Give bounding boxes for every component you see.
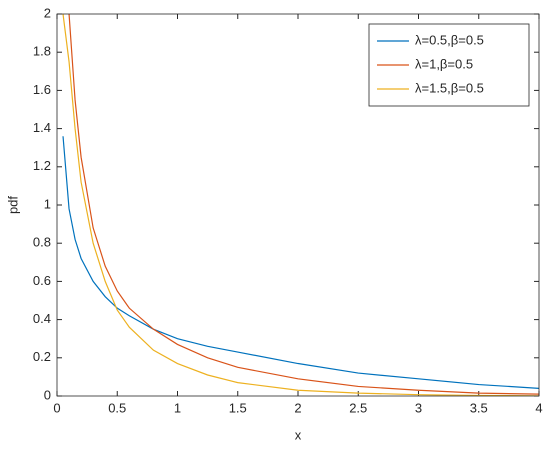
legend-label: λ=1.5,β=0.5	[415, 80, 484, 95]
y-tick-label: 1.4	[33, 120, 51, 135]
legend-label: λ=0.5,β=0.5	[415, 32, 484, 47]
y-tick-label: 1.2	[33, 158, 51, 173]
x-tick-label: 2	[294, 400, 301, 415]
y-axis-label: pdf	[5, 196, 20, 214]
axes-box	[56, 13, 540, 397]
y-tick-label: 0.2	[33, 349, 51, 364]
y-tick-label: 0.4	[33, 311, 51, 326]
x-tick-label: 1.5	[229, 400, 247, 415]
x-tick-label: 3.5	[470, 400, 488, 415]
x-tick-label: 0.5	[108, 400, 126, 415]
x-axis-label: x	[295, 427, 302, 442]
x-tick-label: 0	[53, 400, 60, 415]
y-tick-label: 0.8	[33, 235, 51, 250]
y-tick-label: 0.6	[33, 273, 51, 288]
y-tick-label: 2	[44, 5, 51, 20]
x-tick-label: 1	[174, 400, 181, 415]
y-tick-label: 1	[44, 196, 51, 211]
series-line	[62, 14, 539, 396]
series-line	[68, 14, 539, 395]
x-tick-label: 2.5	[349, 400, 367, 415]
y-tick-label: 0	[44, 387, 51, 402]
x-tick-label: 3	[415, 400, 422, 415]
x-tick-label: 4	[535, 400, 542, 415]
y-tick-label: 1.8	[33, 44, 51, 59]
legend-label: λ=1,β=0.5	[415, 56, 473, 71]
y-tick-label: 1.6	[33, 82, 51, 97]
